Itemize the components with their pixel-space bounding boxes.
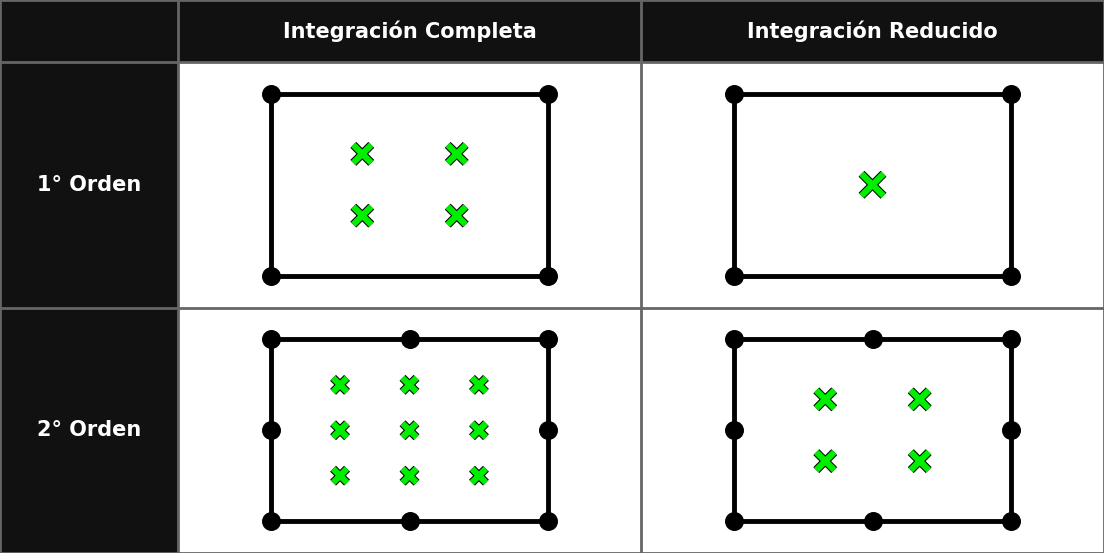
Point — [262, 517, 279, 525]
Bar — [733, 340, 1011, 521]
Point — [724, 335, 742, 344]
Text: 2° Orden: 2° Orden — [36, 420, 141, 440]
Point — [863, 335, 881, 344]
Bar — [178, 62, 641, 307]
Point — [724, 426, 742, 435]
Bar — [270, 340, 549, 521]
Point — [724, 90, 742, 98]
Point — [262, 90, 279, 98]
Bar — [0, 62, 178, 553]
Point — [401, 517, 418, 525]
Point — [1002, 517, 1020, 525]
Point — [1002, 426, 1020, 435]
Point — [724, 517, 742, 525]
Point — [540, 271, 558, 280]
Bar — [641, 62, 1104, 307]
Point — [1002, 90, 1020, 98]
Bar — [733, 94, 1011, 275]
Bar — [641, 307, 1104, 553]
Bar — [0, 0, 1104, 62]
Point — [540, 426, 558, 435]
Point — [724, 271, 742, 280]
Point — [540, 90, 558, 98]
Text: 1° Orden: 1° Orden — [36, 175, 141, 195]
Point — [401, 335, 418, 344]
Point — [1002, 335, 1020, 344]
Text: Integración Reducido: Integración Reducido — [747, 20, 998, 41]
Point — [262, 426, 279, 435]
Point — [1002, 271, 1020, 280]
Point — [540, 517, 558, 525]
Bar — [270, 94, 549, 275]
Bar — [178, 307, 641, 553]
Text: Integración Completa: Integración Completa — [283, 20, 537, 41]
Point — [863, 517, 881, 525]
Point — [540, 335, 558, 344]
Point — [262, 271, 279, 280]
Point — [262, 335, 279, 344]
